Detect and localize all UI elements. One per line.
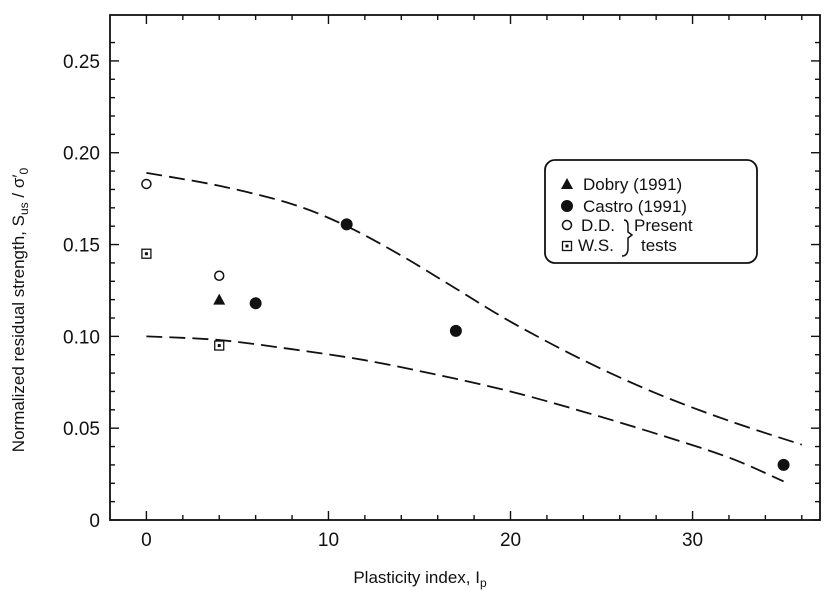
data-point-open-circle <box>142 179 151 188</box>
data-point-filled-circle <box>450 325 462 337</box>
axis-ticks: 0 10 20 30 0 0.05 0.10 0.15 0.20 0.25 <box>63 15 820 551</box>
data-point-filled-circle <box>250 297 262 309</box>
y-tick-label: 0.20 <box>63 144 100 165</box>
data-point-triangle <box>213 294 225 305</box>
legend-label-castro: Castro (1991) <box>583 197 687 216</box>
legend-filled-circle-marker <box>561 200 573 212</box>
legend-boxed-dot-center <box>566 245 569 248</box>
y-tick-label: 0.15 <box>63 236 100 257</box>
x-tick-label: 20 <box>500 530 521 551</box>
plot-border <box>110 15 820 520</box>
data-point-boxed-dot-center <box>145 252 148 255</box>
legend-tests-label: tests <box>641 236 677 255</box>
data-point-boxed-dot-center <box>218 344 221 347</box>
data-point-filled-circle <box>778 459 790 471</box>
plot-frame <box>110 15 820 520</box>
y-axis-title: Normalized residual strength, Sus / σ′0 <box>9 167 31 452</box>
x-tick-label: 10 <box>318 530 339 551</box>
x-tick-label: 0 <box>141 530 152 551</box>
legend-label-ws: W.S. <box>578 236 614 255</box>
y-tick-label: 0 <box>89 511 100 532</box>
x-axis-title: Plasticity index, Ip <box>353 568 487 590</box>
legend-label-dobry: Dobry (1991) <box>583 175 682 194</box>
y-tick-label: 0.25 <box>63 52 100 73</box>
data-point-filled-circle <box>341 218 353 230</box>
legend-label-dd: D.D. <box>581 216 615 235</box>
y-tick-label: 0.10 <box>63 327 100 348</box>
x-tick-label: 30 <box>682 530 703 551</box>
legend-present-label: Present <box>634 216 693 235</box>
data-point-open-circle <box>215 271 224 280</box>
lower-bound-curve <box>146 336 783 481</box>
legend: Dobry (1991) Castro (1991) D.D. W.S. Pre… <box>545 160 757 263</box>
y-tick-label: 0.05 <box>63 419 100 440</box>
